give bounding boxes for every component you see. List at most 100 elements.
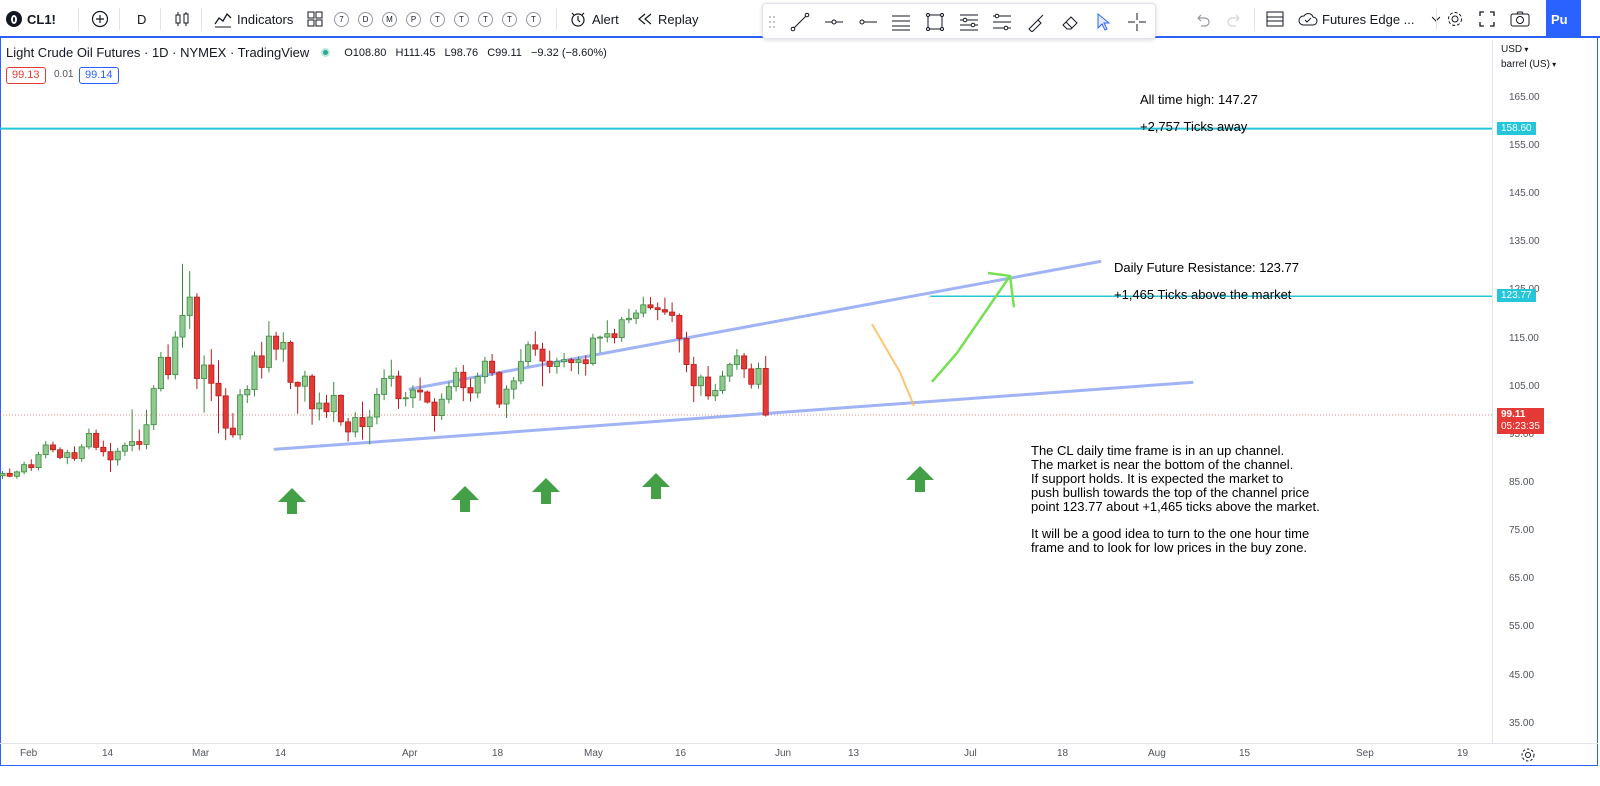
buy-price-button[interactable]: 99.14	[79, 67, 119, 84]
candle-body	[755, 367, 762, 385]
chart-type-button[interactable]	[173, 0, 191, 38]
add-circle-icon	[91, 10, 109, 28]
alert-label: Alert	[592, 11, 619, 27]
candle-body	[647, 304, 654, 309]
snapshot-button[interactable]	[1510, 0, 1530, 38]
template-button[interactable]: M	[382, 11, 397, 27]
redo-button[interactable]	[1226, 0, 1244, 38]
time-tick-label: 16	[675, 748, 687, 759]
candle-body	[143, 424, 150, 445]
candle-body	[575, 359, 582, 364]
price-tick-label: 35.00	[1509, 717, 1535, 729]
resistance-ticks-annotation[interactable]: +1,465 Ticks above the market	[1114, 287, 1292, 302]
analysis-note[interactable]: The CL daily time frame is in an up chan…	[1031, 443, 1320, 556]
fullscreen-button[interactable]	[1479, 0, 1495, 38]
template-button[interactable]: T	[454, 11, 469, 27]
candle-body	[568, 359, 575, 364]
template-button[interactable]: T	[526, 11, 541, 27]
candle	[337, 394, 344, 426]
eraser-icon[interactable]	[1060, 12, 1080, 32]
regression-icon[interactable]	[992, 12, 1012, 32]
chart-settings-gear-icon[interactable]	[1520, 747, 1536, 763]
series-title[interactable]: Light Crude Oil Futures · 1D · NYMEX · T…	[6, 45, 310, 60]
rectangle-icon[interactable]	[925, 12, 945, 32]
candle-body	[417, 389, 424, 393]
currency-select[interactable]: USD ▾	[1501, 44, 1528, 55]
interval-label: D	[137, 11, 147, 27]
candle-body	[640, 304, 647, 314]
ath-annotation[interactable]: All time high: 147.27	[1140, 92, 1258, 107]
settings-button[interactable]	[1446, 0, 1464, 38]
replay-button[interactable]: Replay	[637, 0, 698, 38]
brush-icon[interactable]	[1026, 12, 1046, 32]
candle-body	[503, 388, 510, 405]
candle	[611, 328, 618, 344]
symbol-search[interactable]: CL1!	[6, 0, 56, 38]
candle	[229, 413, 236, 438]
ath-ticks-annotation[interactable]: +2,757 Ticks away	[1140, 119, 1248, 134]
fib-retracement-icon[interactable]	[959, 12, 979, 32]
undo-button[interactable]	[1193, 0, 1211, 38]
candle	[42, 441, 49, 459]
price-tick-label: 165.00	[1509, 91, 1540, 103]
divider	[1436, 8, 1437, 30]
candle-body	[21, 464, 28, 473]
interval-button[interactable]: D	[137, 0, 146, 38]
alert-button[interactable]: Alert	[569, 0, 619, 38]
time-tick-label: Jul	[964, 748, 977, 759]
chart-canvas[interactable]	[0, 40, 1492, 743]
horizontal-line-icon[interactable]	[824, 12, 844, 32]
candle	[114, 447, 121, 466]
close-value: C99.11	[487, 46, 522, 59]
save-layout-button[interactable]: Futures Edge ...	[1298, 0, 1441, 38]
publish-button[interactable]: Pu	[1546, 0, 1581, 38]
candle	[661, 297, 668, 315]
crosshair-icon[interactable]	[1127, 12, 1147, 32]
candle-body	[748, 368, 755, 385]
template-button[interactable]: P	[406, 11, 421, 27]
layout-select-button[interactable]	[1266, 0, 1284, 38]
candle	[316, 392, 323, 421]
gear-icon	[1448, 12, 1462, 26]
time-axis[interactable]: Feb 14 Mar 14 Apr 18 May 16 Jun 13 Jul 18 Aug 15 Sep 19	[0, 743, 1598, 765]
candle-body	[13, 471, 20, 477]
parallel-channel-icon[interactable]	[891, 12, 911, 32]
support-arrow-icon	[278, 488, 306, 514]
candle	[755, 362, 762, 389]
template-button[interactable]: T	[430, 11, 445, 27]
template-button[interactable]: 7	[334, 11, 349, 27]
drag-handle-icon[interactable]	[767, 12, 777, 32]
trend-line-icon[interactable]	[790, 12, 810, 32]
candle	[258, 341, 265, 379]
candle-body	[6, 472, 13, 477]
candle	[352, 412, 359, 438]
template-button[interactable]: T	[478, 11, 493, 27]
compare-button[interactable]	[91, 0, 109, 38]
candle-body	[100, 446, 107, 453]
templates-button[interactable]	[307, 0, 323, 38]
resistance-annotation[interactable]: Daily Future Resistance: 123.77	[1114, 260, 1299, 275]
unit-select[interactable]: barrel (US) ▾	[1501, 59, 1556, 70]
support-arrow-icon	[642, 473, 670, 499]
candle-body	[57, 449, 64, 458]
candles-icon	[175, 12, 189, 26]
indicators-icon	[214, 12, 232, 28]
candle	[6, 468, 13, 478]
chart-pane[interactable]: All time high: 147.27 +2,757 Ticks away …	[0, 40, 1492, 743]
sell-price-button[interactable]: 99.13	[6, 67, 46, 84]
price-axis[interactable]: USD ▾ barrel (US) ▾ 165.00 155.00 145.00 13…	[1492, 40, 1598, 743]
template-button[interactable]: D	[358, 11, 373, 27]
candle-body	[625, 317, 632, 321]
candle	[179, 263, 186, 348]
candle-body	[373, 393, 380, 418]
price-tick-label: 55.00	[1509, 621, 1535, 633]
candle	[726, 362, 733, 382]
grid-icon	[307, 11, 323, 27]
template-button[interactable]: T	[502, 11, 517, 27]
cursor-arrow-icon[interactable]	[1093, 12, 1113, 32]
layout-name: Futures Edge ...	[1322, 11, 1415, 27]
horizontal-ray-icon[interactable]	[858, 12, 878, 32]
candle-body	[186, 296, 193, 316]
indicators-button[interactable]: Indicators	[214, 0, 293, 38]
candle	[712, 383, 719, 402]
